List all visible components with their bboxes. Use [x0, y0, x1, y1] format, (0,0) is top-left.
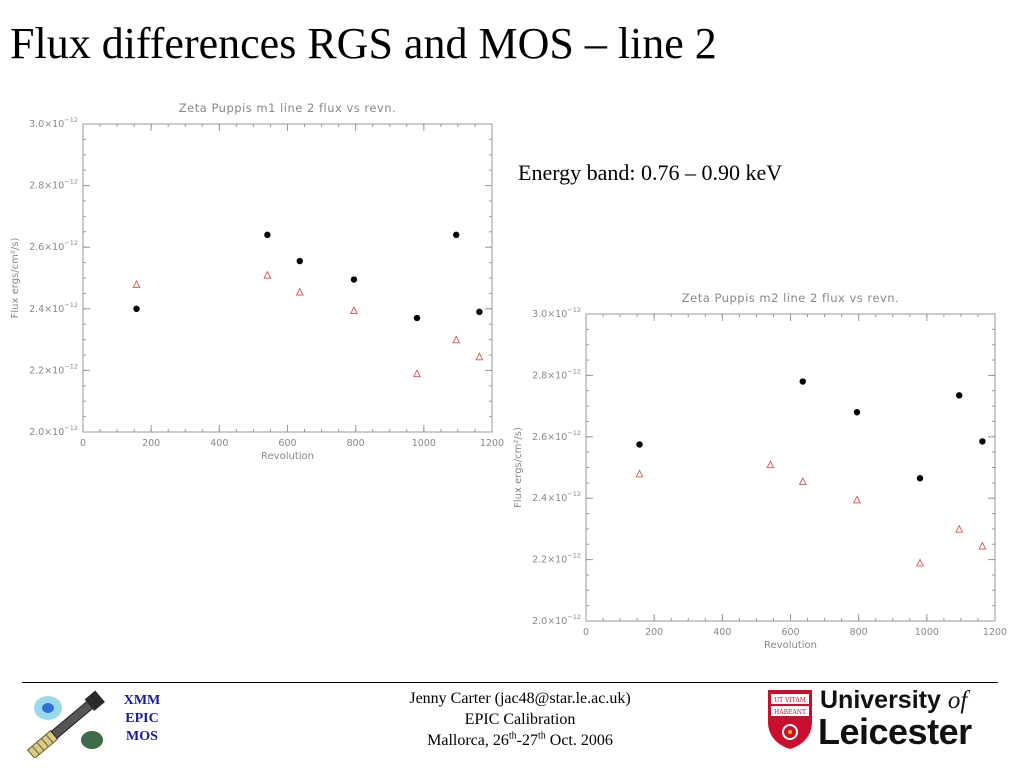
plot-frame	[585, 313, 996, 622]
data-point-triangle	[798, 477, 807, 486]
data-point-triangle	[349, 306, 358, 315]
leicester-word: Leicester	[818, 711, 972, 752]
data-point-triangle	[955, 524, 964, 533]
data-point-circle	[476, 308, 483, 316]
data-point-triangle	[452, 335, 461, 344]
data-point-circle	[853, 409, 861, 416]
data-point-circle	[453, 231, 460, 239]
y-tick-label: 2.0×10−12	[532, 613, 581, 627]
x-tick-label: 800	[347, 438, 365, 449]
y-tick-label: 2.8×10−12	[532, 367, 581, 381]
y-axis-label: Flux ergs/cm²/s)	[513, 427, 524, 508]
energy-band-label: Energy band: 0.76 – 0.90 keV	[518, 160, 783, 185]
x-axis-label: Revolution	[764, 640, 817, 651]
footer-place: Mallorca, 26th-27th Oct. 2006	[427, 730, 613, 749]
footer-event: EPIC Calibration	[464, 711, 576, 728]
y-tick-label: 2.6×10−12	[532, 429, 581, 443]
data-point-circle	[264, 231, 271, 239]
chart-title: Zeta Puppis m2 line 2 flux vs revn.	[682, 291, 899, 305]
chart-m2: Zeta Puppis m2 line 2 flux vs revn. 0 200 4…	[513, 291, 1007, 651]
chart-m1: Zeta Puppis m1 line 2 flux vs revn. 0 200 4…	[10, 101, 504, 462]
x-tick-label: 200	[142, 438, 160, 449]
x-axis-label: Revolution	[261, 451, 314, 462]
data-point-triangle	[132, 279, 141, 288]
university-word: University of	[820, 686, 968, 714]
svg-text:HABEANT: HABEANT	[774, 709, 806, 716]
epic-line: EPIC	[125, 711, 159, 726]
data-point-triangle	[475, 352, 484, 361]
y-tick-label: 2.8×10−12	[29, 178, 78, 192]
data-point-circle	[799, 378, 806, 385]
data-point-triangle	[263, 270, 272, 279]
footer-author: Jenny Carter (jac48@star.le.ac.uk)	[409, 690, 631, 707]
x-tick-label: 400	[210, 438, 228, 449]
xmm-satellite-logo-icon	[26, 690, 105, 758]
chart-title: Zeta Puppis m1 line 2 flux vs revn.	[179, 101, 396, 115]
x-tick-label: 0	[80, 438, 86, 449]
mos-line: MOS	[126, 729, 158, 744]
y-axis-label: Flux ergs/cm²/s)	[10, 238, 21, 319]
x-tick-label: 600	[278, 438, 296, 449]
x-tick-label: 1200	[480, 438, 504, 449]
leicester-shield-icon: UT VITAM HABEANT	[768, 690, 812, 749]
x-tick-label: 400	[713, 627, 731, 638]
data-point-circle	[350, 276, 358, 283]
data-point-circle	[296, 257, 303, 265]
x-tick-label: 1000	[915, 627, 939, 638]
data-point-circle	[413, 314, 421, 322]
x-tick-label: 600	[781, 627, 799, 638]
data-point-circle	[133, 305, 140, 312]
y-tick-label: 2.2×10−12	[532, 552, 581, 566]
xmm-epic-mos-label: XMM EPIC MOS	[112, 692, 172, 746]
plot-frame	[82, 123, 493, 433]
x-tick-label: 1200	[983, 627, 1007, 638]
y-tick-label: 2.4×10−12	[532, 490, 581, 504]
data-point-circle	[956, 392, 963, 399]
data-point-triangle	[852, 495, 861, 504]
data-point-circle	[916, 475, 924, 482]
data-point-triangle	[916, 558, 924, 567]
y-tick-label: 3.0×10−12	[29, 116, 78, 130]
x-tick-label: 800	[850, 627, 868, 638]
footer-credits: Jenny Carter (jac48@star.le.ac.uk) EPIC …	[330, 688, 710, 751]
data-point-triangle	[635, 469, 644, 478]
y-tick-label: 2.2×10−12	[29, 362, 78, 376]
footer-divider	[22, 682, 998, 683]
data-point-triangle	[413, 369, 421, 378]
xmm-line: XMM	[123, 693, 161, 708]
y-tick-label: 2.6×10−12	[29, 239, 78, 253]
data-point-triangle	[295, 287, 304, 296]
y-tick-label: 2.4×10−12	[29, 301, 78, 315]
data-point-circle	[979, 438, 986, 445]
x-tick-label: 200	[645, 627, 663, 638]
y-tick-label: 2.0×10−12	[29, 424, 78, 438]
data-point-triangle	[978, 541, 987, 550]
svg-text:UT VITAM: UT VITAM	[774, 697, 806, 704]
university-of-leicester-logo: UT VITAM HABEANT University of Leicester	[766, 688, 1002, 754]
data-point-triangle	[766, 460, 775, 469]
y-tick-label: 3.0×10−12	[532, 306, 581, 320]
x-tick-label: 0	[583, 627, 589, 638]
data-point-circle	[636, 441, 643, 448]
slide-title: Flux differences RGS and MOS – line 2	[10, 19, 717, 68]
x-tick-label: 1000	[412, 438, 436, 449]
